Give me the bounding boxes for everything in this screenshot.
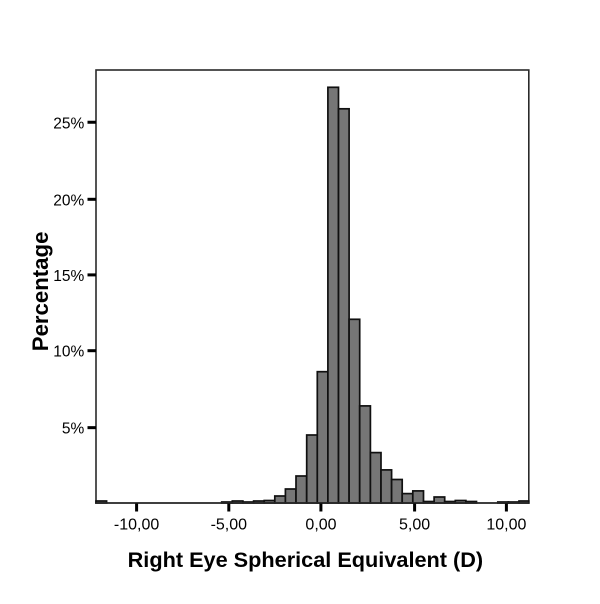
svg-text:10%: 10%: [53, 344, 84, 361]
svg-text:5,00: 5,00: [399, 517, 430, 534]
svg-text:-10,00: -10,00: [114, 517, 159, 534]
svg-text:0,00: 0,00: [305, 517, 336, 534]
svg-text:10,00: 10,00: [486, 517, 526, 534]
svg-text:15%: 15%: [53, 268, 84, 285]
svg-text:Right Eye Spherical Equivalent: Right Eye Spherical Equivalent (D): [128, 547, 484, 572]
svg-text:25%: 25%: [53, 115, 84, 132]
svg-text:-5,00: -5,00: [211, 517, 248, 534]
svg-text:20%: 20%: [53, 192, 84, 209]
svg-text:5%: 5%: [62, 421, 85, 438]
svg-text:Percentage: Percentage: [28, 232, 53, 352]
